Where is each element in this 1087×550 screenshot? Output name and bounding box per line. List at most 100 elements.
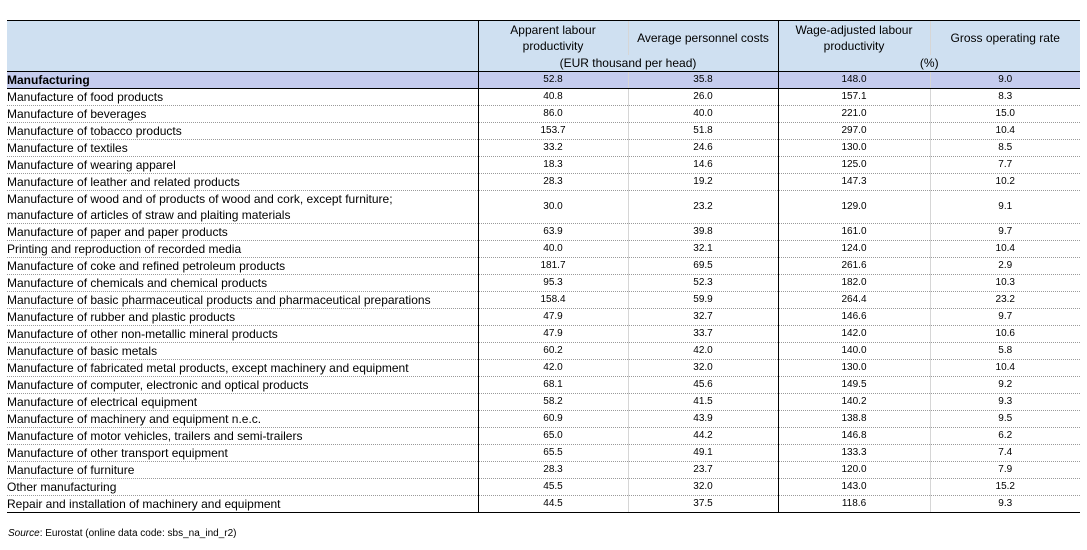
table-row: Manufacture of rubber and plastic produc… xyxy=(7,308,1080,326)
header-blank-cell xyxy=(7,20,478,72)
value-apparent-labour-productivity: 58.2 xyxy=(477,393,628,411)
value-apparent-labour-productivity: 181.7 xyxy=(477,257,628,275)
value-apparent-labour-productivity: 40.0 xyxy=(477,240,628,258)
row-label: Manufacture of furniture xyxy=(7,461,478,479)
value-apparent-labour-productivity: 68.1 xyxy=(477,376,628,394)
table-row: Manufacture of other non-metallic minera… xyxy=(7,325,1080,343)
value-gross-operating-rate: 8.3 xyxy=(929,88,1080,106)
value-wage-adjusted-labour-productivity: 161.0 xyxy=(777,223,930,241)
value-average-personnel-costs: 33.7 xyxy=(627,325,778,343)
value-average-personnel-costs: 59.9 xyxy=(627,291,778,309)
table-row: Manufacture of paper and paper products 6… xyxy=(7,223,1080,241)
source-prefix: Source xyxy=(8,528,40,539)
value-gross-operating-rate: 7.4 xyxy=(929,444,1080,462)
row-label: Manufacture of basic pharmaceutical prod… xyxy=(7,291,478,309)
value-gross-operating-rate: 7.9 xyxy=(929,461,1080,479)
value-average-personnel-costs: 35.8 xyxy=(627,71,778,89)
table-row: Printing and reproduction of recorded me… xyxy=(7,240,1080,258)
value-average-personnel-costs: 43.9 xyxy=(627,410,778,428)
value-apparent-labour-productivity: 42.0 xyxy=(477,359,628,377)
value-gross-operating-rate: 10.2 xyxy=(929,173,1080,191)
value-apparent-labour-productivity: 65.0 xyxy=(477,427,628,445)
row-label: Manufacture of food products xyxy=(7,88,478,106)
row-label-line: Manufacture of leather and related produ… xyxy=(7,175,240,189)
value-average-personnel-costs: 39.8 xyxy=(627,223,778,241)
table-row: Other manufacturing 45.5 32.0 143.0 15.2 xyxy=(7,478,1080,496)
row-label: Manufacture of tobacco products xyxy=(7,122,478,140)
value-apparent-labour-productivity: 47.9 xyxy=(477,308,628,326)
value-wage-adjusted-labour-productivity: 140.2 xyxy=(777,393,930,411)
row-label-line: Manufacture of fabricated metal products… xyxy=(7,361,409,375)
value-wage-adjusted-labour-productivity: 129.0 xyxy=(777,190,930,224)
value-gross-operating-rate: 9.2 xyxy=(929,376,1080,394)
value-wage-adjusted-labour-productivity: 297.0 xyxy=(777,122,930,140)
row-label-line: Manufacture of tobacco products xyxy=(7,124,182,138)
value-wage-adjusted-labour-productivity: 118.6 xyxy=(777,495,930,513)
value-gross-operating-rate: 7.7 xyxy=(929,156,1080,174)
value-average-personnel-costs: 40.0 xyxy=(627,105,778,123)
value-gross-operating-rate: 6.2 xyxy=(929,427,1080,445)
value-average-personnel-costs: 41.5 xyxy=(627,393,778,411)
value-apparent-labour-productivity: 153.7 xyxy=(477,122,628,140)
table-row: Manufacture of textiles 33.2 24.6 130.0 8.5 xyxy=(7,139,1080,157)
value-apparent-labour-productivity: 18.3 xyxy=(477,156,628,174)
value-apparent-labour-productivity: 28.3 xyxy=(477,173,628,191)
row-label: Repair and installation of machinery and… xyxy=(7,495,478,513)
row-label-line: Manufacture of coke and refined petroleu… xyxy=(7,259,286,273)
row-label: Manufacture of other non-metallic minera… xyxy=(7,325,478,343)
row-label: Manufacture of wood and of products of w… xyxy=(7,190,478,224)
value-gross-operating-rate: 15.0 xyxy=(929,105,1080,123)
value-wage-adjusted-labour-productivity: 120.0 xyxy=(777,461,930,479)
value-gross-operating-rate: 9.7 xyxy=(929,308,1080,326)
table-row: Manufacture of food products 40.8 26.0 157.… xyxy=(7,88,1080,106)
row-label: Manufacture of motor vehicles, trailers … xyxy=(7,427,478,445)
value-gross-operating-rate: 10.4 xyxy=(929,240,1080,258)
value-gross-operating-rate: 10.4 xyxy=(929,122,1080,140)
value-average-personnel-costs: 14.6 xyxy=(627,156,778,174)
value-apparent-labour-productivity: 44.5 xyxy=(477,495,628,513)
value-average-personnel-costs: 26.0 xyxy=(627,88,778,106)
unit-eur-thousand-per-head: (EUR thousand per head) xyxy=(477,55,778,72)
table-row: Manufacture of chemicals and chemical pr… xyxy=(7,274,1080,292)
value-wage-adjusted-labour-productivity: 138.8 xyxy=(777,410,930,428)
value-wage-adjusted-labour-productivity: 146.8 xyxy=(777,427,930,445)
table-row: Repair and installation of machinery and… xyxy=(7,495,1080,513)
value-gross-operating-rate: 2.9 xyxy=(929,257,1080,275)
value-average-personnel-costs: 37.5 xyxy=(627,495,778,513)
value-average-personnel-costs: 23.7 xyxy=(627,461,778,479)
value-average-personnel-costs: 32.0 xyxy=(627,478,778,496)
row-label-line: Manufacture of machinery and equipment n… xyxy=(7,412,262,426)
header-gross-operating-rate: Gross operating rate xyxy=(929,20,1080,55)
table-row: Manufacture of coke and refined petroleu… xyxy=(7,257,1080,275)
value-average-personnel-costs: 52.3 xyxy=(627,274,778,292)
table-row: Manufacture of tobacco products 153.7 51.8… xyxy=(7,122,1080,140)
row-label-line: Manufacture of beverages xyxy=(7,107,147,121)
table-row: Manufacture of motor vehicles, trailers … xyxy=(7,427,1080,445)
row-label-line: Manufacture of furniture xyxy=(7,463,135,477)
value-wage-adjusted-labour-productivity: 148.0 xyxy=(777,71,930,89)
row-label-line: Repair and installation of machinery and… xyxy=(7,497,281,511)
value-apparent-labour-productivity: 63.9 xyxy=(477,223,628,241)
row-label: Other manufacturing xyxy=(7,478,478,496)
value-apparent-labour-productivity: 60.9 xyxy=(477,410,628,428)
value-apparent-labour-productivity: 28.3 xyxy=(477,461,628,479)
row-label: Manufacture of rubber and plastic produc… xyxy=(7,308,478,326)
row-label-line: Manufacture of other transport equipment xyxy=(7,446,228,460)
table-body: Manufacturing 52.8 35.8 148.0 9.0 Manufa… xyxy=(7,71,1080,513)
value-apparent-labour-productivity: 33.2 xyxy=(477,139,628,157)
table-row: Manufacture of basic metals 60.2 42.0 140.0… xyxy=(7,342,1080,360)
row-label: Manufacture of other transport equipment xyxy=(7,444,478,462)
unit-percent: (%) xyxy=(777,55,1080,72)
value-average-personnel-costs: 32.0 xyxy=(627,359,778,377)
value-wage-adjusted-labour-productivity: 124.0 xyxy=(777,240,930,258)
value-average-personnel-costs: 23.2 xyxy=(627,190,778,224)
value-apparent-labour-productivity: 40.8 xyxy=(477,88,628,106)
value-apparent-labour-productivity: 86.0 xyxy=(477,105,628,123)
value-gross-operating-rate: 9.3 xyxy=(929,393,1080,411)
value-gross-operating-rate: 10.3 xyxy=(929,274,1080,292)
value-wage-adjusted-labour-productivity: 221.0 xyxy=(777,105,930,123)
value-gross-operating-rate: 10.4 xyxy=(929,359,1080,377)
table-row: Manufacture of beverages 86.0 40.0 221.0 15.… xyxy=(7,105,1080,123)
value-gross-operating-rate: 10.6 xyxy=(929,325,1080,343)
row-label-line: Manufacture of electrical equipment xyxy=(7,395,198,409)
